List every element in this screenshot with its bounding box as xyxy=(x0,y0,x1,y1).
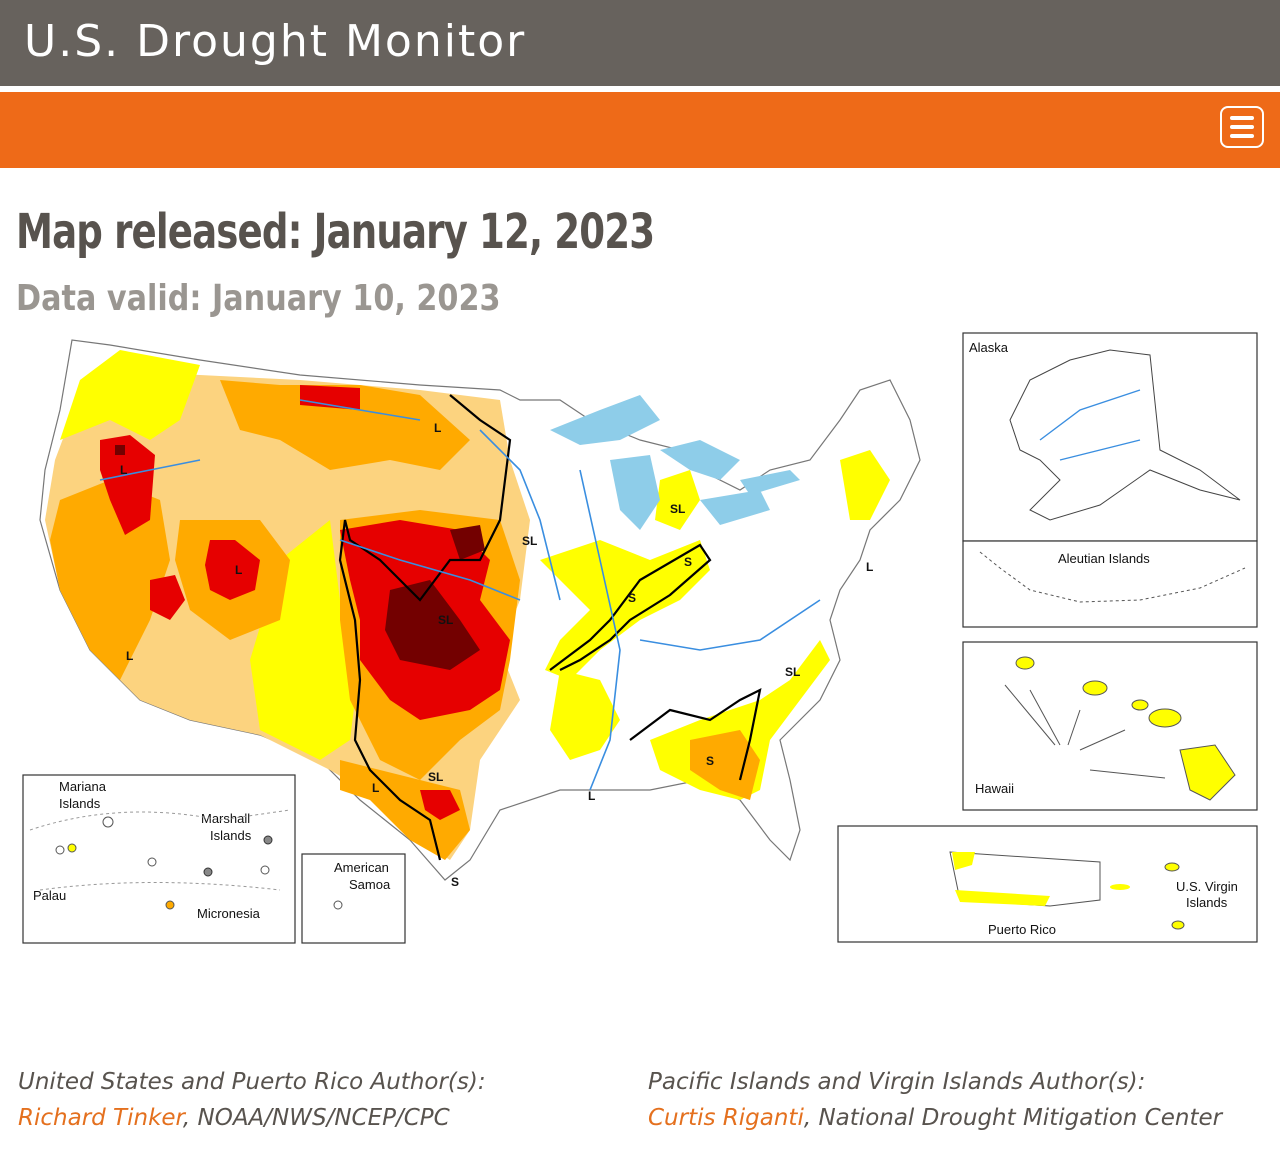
impact-boundary-plains xyxy=(338,394,512,861)
data-valid-date: Data valid: January 10, 2023 xyxy=(16,278,501,319)
hawaii-label: Hawaii xyxy=(975,781,1014,796)
d3-utah xyxy=(205,540,260,600)
impact-label-sl-iowa: SL xyxy=(522,534,537,548)
mariana-label-line1: Mariana xyxy=(59,779,107,794)
us-authors-heading: United States and Puerto Rico Author(s): xyxy=(18,1069,486,1095)
d3-texas xyxy=(420,790,460,820)
usvi-label-line2: Islands xyxy=(1186,895,1228,910)
great-lakes xyxy=(550,395,800,530)
impact-label-s-south-texas: S xyxy=(451,875,459,889)
d3-nevada xyxy=(150,575,185,620)
site-title[interactable]: U.S. Drought Monitor xyxy=(24,16,527,67)
alaska-label: Alaska xyxy=(969,340,1009,355)
impact-label-s-illinois: S xyxy=(628,591,636,605)
hamburger-menu-icon[interactable] xyxy=(1220,106,1264,148)
nav-bar xyxy=(0,92,1280,168)
pacific-authors-heading: Pacific Islands and Virgin Islands Autho… xyxy=(648,1069,1146,1095)
aleutian-label: Aleutian Islands xyxy=(1058,551,1150,566)
alaska-shape xyxy=(1009,349,1241,521)
hawaii-inset[interactable]: Hawaii xyxy=(962,641,1258,811)
impact-boundary-midwest xyxy=(549,543,712,671)
samoa-label-line2: Samoa xyxy=(349,877,391,892)
american-samoa-inset[interactable]: American Samoa xyxy=(301,853,406,944)
palau-label: Palau xyxy=(33,888,66,903)
impact-label-l-utah: L xyxy=(235,563,242,577)
us-author-affiliation: , NOAA/NWS/NCEP/CPC xyxy=(182,1105,450,1131)
conus-map xyxy=(39,339,921,881)
d0-west-edge xyxy=(60,350,200,440)
impact-label-l-california: L xyxy=(126,649,133,663)
us-author-link[interactable]: Richard Tinker xyxy=(18,1105,183,1131)
d2-texas xyxy=(340,760,470,860)
pacific-author-affiliation: , National Drought Mitigation Center xyxy=(803,1105,1223,1131)
puerto-rico-inset[interactable]: Puerto Rico U.S. Virgin Islands xyxy=(837,825,1258,943)
d2-california xyxy=(50,480,170,680)
impact-label-l-dakota: L xyxy=(434,421,441,435)
site-header: U.S. Drought Monitor xyxy=(0,0,1280,86)
d2-georgia xyxy=(690,730,760,800)
impact-label-l-west-texas: L xyxy=(372,781,379,795)
d4-kansas xyxy=(385,580,480,670)
pacific-authors: Pacific Islands and Virgin Islands Autho… xyxy=(648,1064,1222,1136)
impact-label-sl-carolina: SL xyxy=(785,665,800,679)
mariana-label-line2: Islands xyxy=(59,796,101,811)
pacific-islands-inset[interactable]: Mariana Islands Marshall Islands Palau M… xyxy=(22,774,296,944)
impact-label-sl-kansas: SL xyxy=(438,613,453,627)
marshall-label-line1: Marshall xyxy=(201,811,250,826)
d2-montana xyxy=(220,380,470,470)
d0-south xyxy=(550,670,620,760)
map-released-date: Map released: January 12, 2023 xyxy=(16,204,655,260)
rivers xyxy=(99,399,821,791)
impact-label-l-louisiana: L xyxy=(588,789,595,803)
impact-label-l-northeast: L xyxy=(866,560,873,574)
aleutian-inset[interactable]: Aleutian Islands xyxy=(962,540,1258,628)
micronesia-label: Micronesia xyxy=(197,906,261,921)
impact-label-s-ohio: S xyxy=(684,555,692,569)
usvi-label-line1: U.S. Virgin xyxy=(1176,879,1238,894)
impact-label-l-oregon: L xyxy=(120,463,127,477)
puerto-rico-label: Puerto Rico xyxy=(988,922,1056,937)
us-authors: United States and Puerto Rico Author(s):… xyxy=(18,1064,486,1136)
d3-oregon xyxy=(100,435,155,535)
header-divider xyxy=(0,86,1280,92)
pacific-author-link[interactable]: Curtis Riganti xyxy=(648,1105,804,1131)
d4-oregon xyxy=(115,445,125,455)
d3-montana xyxy=(300,385,360,410)
d0-michigan xyxy=(655,470,700,530)
alaska-inset[interactable]: Alaska xyxy=(962,332,1258,542)
d4-nebraska xyxy=(450,525,485,560)
d0-northeast xyxy=(840,450,890,520)
samoa-label-line1: American xyxy=(334,860,389,875)
drought-map[interactable]: L L L L L L L L SL SL SL SL SL S S S S S… xyxy=(0,330,1280,950)
impact-label-sl-texas: SL xyxy=(428,770,443,784)
impact-label-sl-michigan: SL xyxy=(670,502,685,516)
marshall-label-line2: Islands xyxy=(210,828,252,843)
impact-label-s-georgia: S xyxy=(706,754,714,768)
impact-boundary-southeast xyxy=(629,688,762,781)
